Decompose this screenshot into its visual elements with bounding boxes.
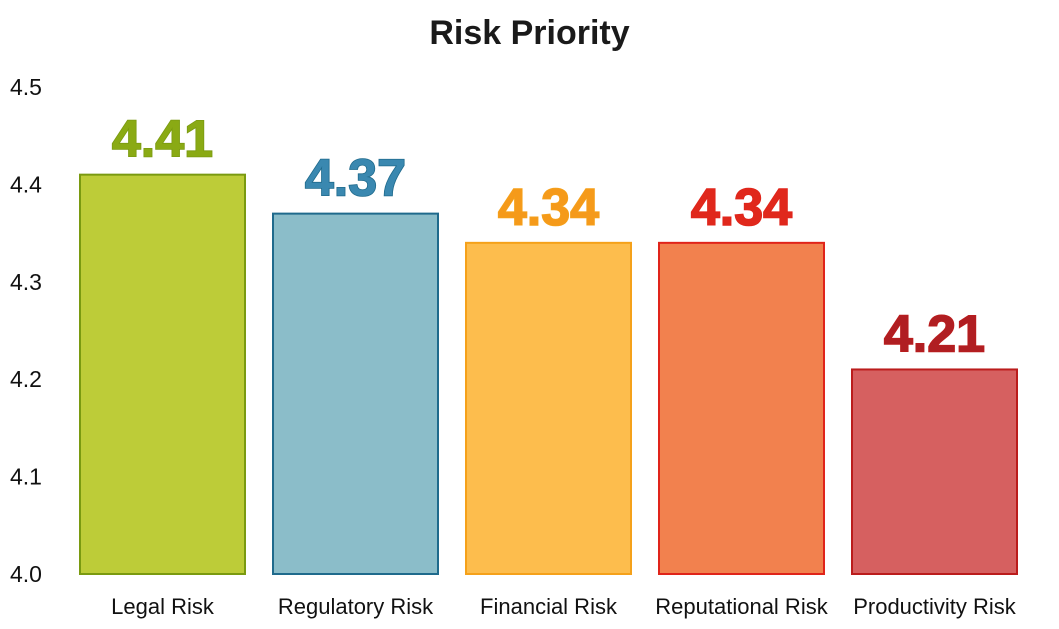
y-axis-ticks: 4.0 4.1 4.2 4.3 4.4 4.5 — [10, 74, 42, 587]
bar — [851, 368, 1018, 575]
category-label: Legal Risk — [111, 594, 215, 619]
y-tick-label: 4.1 — [10, 464, 42, 490]
category-label: Financial Risk — [480, 594, 618, 619]
category-labels: Legal Risk Regulatory Risk Financial Risk R… — [111, 594, 1017, 619]
y-tick-label: 4.3 — [10, 269, 42, 295]
data-label: 4.34 — [498, 179, 599, 237]
y-tick-label: 4.0 — [10, 561, 42, 587]
data-label: 4.21 — [884, 305, 985, 363]
y-tick-label: 4.4 — [10, 171, 42, 197]
data-label: 4.34 — [691, 179, 792, 237]
bar — [658, 241, 825, 575]
data-labels: 4.41 4.37 4.34 4.34 4.21 — [111, 110, 986, 364]
y-tick-label: 4.5 — [10, 74, 42, 100]
data-label: 4.41 — [112, 111, 213, 169]
category-label: Regulatory Risk — [278, 594, 434, 619]
bars — [79, 173, 1018, 575]
bar — [79, 173, 246, 575]
category-label: Productivity Risk — [853, 594, 1017, 619]
y-tick-label: 4.2 — [10, 366, 42, 392]
chart-title: Risk Priority — [429, 14, 630, 52]
bar — [465, 241, 632, 575]
data-label: 4.37 — [305, 150, 406, 208]
category-label: Reputational Risk — [655, 594, 828, 619]
bar — [272, 212, 439, 575]
